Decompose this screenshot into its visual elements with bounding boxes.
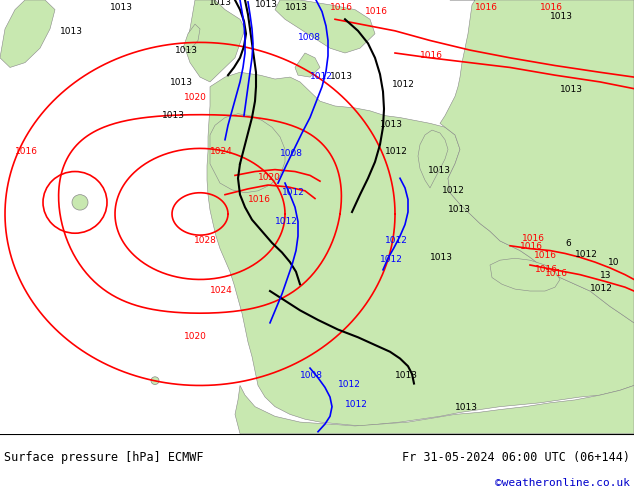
Text: ©weatheronline.co.uk: ©weatheronline.co.uk — [495, 478, 630, 488]
Text: 1013: 1013 — [560, 85, 583, 94]
Text: 1012: 1012 — [380, 255, 403, 264]
Text: 1016: 1016 — [534, 251, 557, 260]
Text: 1012: 1012 — [392, 80, 415, 89]
Text: 1016: 1016 — [540, 2, 563, 12]
Text: 1016: 1016 — [365, 7, 388, 17]
Text: 1012: 1012 — [338, 380, 361, 390]
Text: 1016: 1016 — [15, 147, 38, 156]
Text: 1008: 1008 — [280, 149, 303, 158]
Text: 1013: 1013 — [428, 167, 451, 175]
Circle shape — [72, 195, 88, 210]
Text: 1012: 1012 — [590, 284, 613, 293]
Text: 1016: 1016 — [520, 242, 543, 250]
Text: 1013: 1013 — [448, 205, 471, 214]
Text: 1013: 1013 — [170, 78, 193, 87]
Text: 1012: 1012 — [345, 400, 368, 409]
Text: 1012: 1012 — [575, 250, 598, 259]
Text: 1016: 1016 — [330, 2, 353, 12]
Text: 1012: 1012 — [282, 188, 305, 196]
Text: 6: 6 — [565, 239, 571, 248]
Text: 1016: 1016 — [475, 2, 498, 12]
Text: 1013: 1013 — [255, 0, 278, 9]
Text: Fr 31-05-2024 06:00 UTC (06+144): Fr 31-05-2024 06:00 UTC (06+144) — [402, 451, 630, 464]
Text: Surface pressure [hPa] ECMWF: Surface pressure [hPa] ECMWF — [4, 451, 204, 464]
Text: 1008: 1008 — [300, 371, 323, 380]
Text: 1016: 1016 — [535, 265, 558, 274]
Text: 1020: 1020 — [184, 332, 207, 341]
Text: 1013: 1013 — [395, 371, 418, 380]
Text: 1016: 1016 — [522, 234, 545, 243]
Text: 1012: 1012 — [442, 186, 465, 195]
Text: 1012: 1012 — [385, 236, 408, 245]
Text: 1013: 1013 — [285, 2, 308, 12]
Text: 1013: 1013 — [110, 2, 133, 12]
Circle shape — [151, 377, 159, 385]
Text: 1012: 1012 — [310, 72, 333, 81]
Text: 13: 13 — [600, 270, 612, 279]
Text: 1013: 1013 — [550, 12, 573, 21]
Text: 1024: 1024 — [210, 286, 233, 295]
Text: 10: 10 — [608, 258, 619, 267]
Text: 1016: 1016 — [545, 269, 568, 278]
Text: 1013: 1013 — [455, 403, 478, 412]
Text: 1013: 1013 — [162, 111, 185, 120]
Text: 1024: 1024 — [210, 147, 233, 156]
Text: 1012: 1012 — [275, 217, 298, 225]
Text: 1013: 1013 — [209, 0, 231, 7]
Text: 1013: 1013 — [175, 46, 198, 55]
Text: 1012: 1012 — [385, 147, 408, 156]
Text: 1016: 1016 — [248, 196, 271, 204]
Text: 1013: 1013 — [60, 27, 83, 36]
Text: 1008: 1008 — [298, 33, 321, 43]
Text: 1013: 1013 — [330, 72, 353, 81]
Text: 1020: 1020 — [258, 173, 281, 182]
Text: 1013: 1013 — [380, 120, 403, 129]
Text: 1016: 1016 — [420, 51, 443, 60]
Text: 1013: 1013 — [430, 253, 453, 262]
Text: 1028: 1028 — [193, 236, 216, 245]
Text: 1020: 1020 — [184, 93, 207, 102]
